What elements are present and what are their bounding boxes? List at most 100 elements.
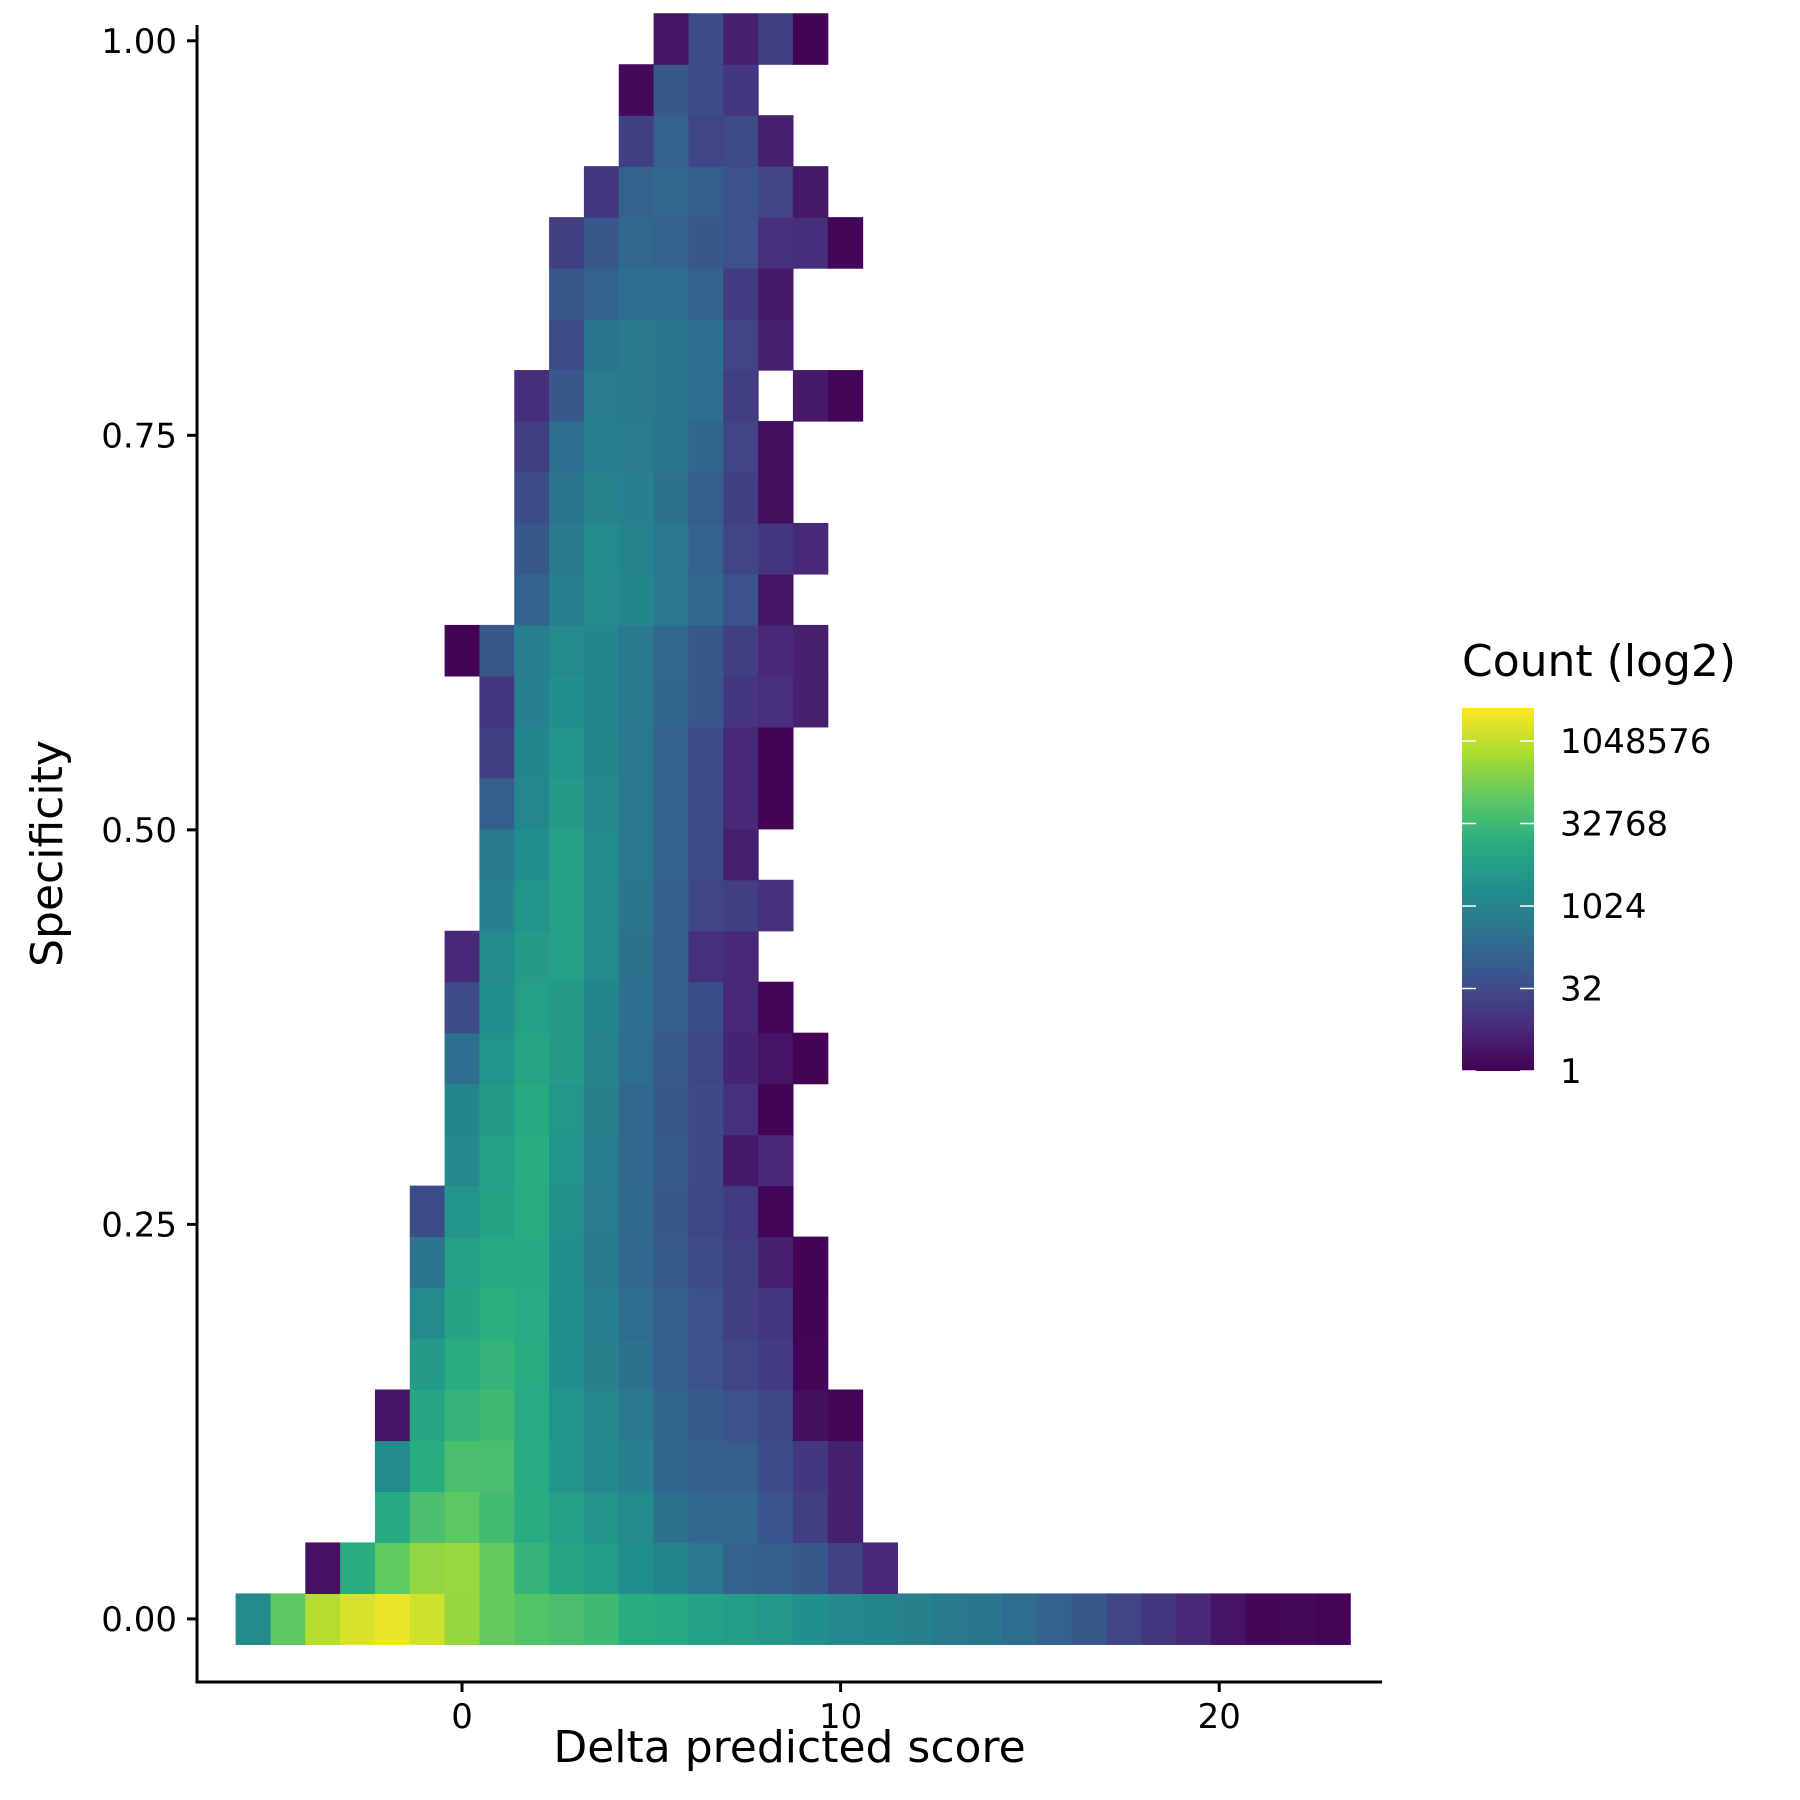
heatmap-cell — [653, 370, 690, 422]
heatmap-cell — [618, 370, 655, 422]
heatmap-cell — [514, 472, 550, 524]
heatmap-cell — [583, 777, 620, 830]
heatmap-cell — [653, 675, 690, 728]
heatmap-cell — [479, 1287, 515, 1340]
heatmap-cell — [653, 268, 690, 320]
heatmap-cell — [305, 1593, 341, 1645]
heatmap-cell — [409, 1491, 446, 1544]
heatmap-cell — [792, 166, 829, 218]
heatmap-cell — [444, 1338, 481, 1391]
heatmap-cell — [549, 930, 585, 983]
heatmap-cell — [549, 1032, 585, 1085]
heatmap-cell — [758, 777, 794, 830]
heatmap-cell — [827, 1440, 864, 1493]
heatmap-cell — [758, 1389, 794, 1442]
heatmap-cell — [549, 726, 585, 779]
heatmap-cell — [514, 1338, 550, 1391]
heatmap-cell — [758, 217, 794, 269]
heatmap-cell — [723, 1185, 759, 1238]
heatmap-cell — [688, 1083, 724, 1136]
heatmap-cell — [758, 1491, 794, 1544]
heatmap-cell — [688, 573, 724, 626]
y-axis-title: Specificity — [22, 740, 73, 967]
heatmap-cell — [723, 1542, 759, 1594]
heatmap-cell — [618, 472, 655, 524]
heatmap-cell — [1245, 1593, 1282, 1645]
heatmap-cell — [688, 1593, 724, 1645]
heatmap-cell — [549, 421, 585, 473]
heatmap-cell — [758, 1593, 794, 1645]
heatmap-cell — [653, 828, 690, 881]
heatmap-cell — [653, 1491, 690, 1544]
heatmap-cell — [583, 573, 620, 626]
heatmap-cell — [827, 1542, 864, 1594]
heatmap-cell — [1106, 1593, 1142, 1645]
heatmap-cell — [514, 675, 550, 728]
heatmap-cell — [479, 624, 515, 677]
heatmap-cell — [723, 1134, 759, 1187]
heatmap-cell — [618, 624, 655, 677]
heatmap-cell — [618, 1389, 655, 1442]
heatmap-cell — [549, 828, 585, 881]
heatmap-cell — [618, 319, 655, 371]
heatmap-cell — [549, 981, 585, 1034]
heatmap-cell — [549, 1338, 585, 1391]
heatmap-cell — [688, 1032, 724, 1085]
heatmap-cell — [479, 675, 515, 728]
heatmap-cell — [479, 777, 515, 830]
heatmap-cell — [618, 1491, 655, 1544]
heatmap-cell — [653, 1338, 690, 1391]
heatmap-cell — [549, 777, 585, 830]
heatmap-cell — [514, 370, 550, 422]
heatmap-cell — [514, 522, 550, 575]
heatmap-cell — [653, 166, 690, 218]
heatmap-cell — [653, 217, 690, 269]
heatmap-cell — [549, 319, 585, 371]
heatmap-cell — [583, 624, 620, 677]
heatmap-cell — [723, 1593, 759, 1645]
heatmap-cell — [688, 319, 724, 371]
legend-tick-label: 32 — [1560, 970, 1603, 1010]
heatmap-cell — [618, 1032, 655, 1085]
heatmap-cell — [653, 64, 690, 116]
heatmap-cell — [583, 319, 620, 371]
heatmap-cell — [653, 1389, 690, 1442]
heatmap-cell — [653, 624, 690, 677]
heatmap-cell — [723, 930, 759, 983]
heatmap-cell — [1071, 1593, 1107, 1645]
heatmap-cell — [514, 1032, 550, 1085]
heatmap-cell — [444, 1542, 481, 1594]
heatmap-cells — [235, 13, 1351, 1645]
y-tick-label: 0.00 — [101, 1600, 177, 1640]
heatmap-cell — [618, 726, 655, 779]
heatmap-cell — [514, 879, 550, 932]
heatmap-cell — [444, 1593, 481, 1645]
heatmap-cell — [549, 1134, 585, 1187]
heatmap-cell — [409, 1593, 446, 1645]
heatmap-cell — [688, 522, 724, 575]
legend-title: Count (log2) — [1462, 636, 1736, 687]
y-tick-label: 0.75 — [101, 416, 177, 456]
heatmap-cell — [1315, 1593, 1351, 1645]
legend-tick-label: 1024 — [1560, 887, 1647, 927]
heatmap-cell — [723, 268, 759, 320]
heatmap-cell — [618, 1338, 655, 1391]
heatmap-cell — [758, 472, 794, 524]
heatmap-cell — [374, 1440, 411, 1493]
heatmap-cell — [1036, 1593, 1073, 1645]
heatmap-cell — [583, 726, 620, 779]
heatmap-cell — [723, 421, 759, 473]
heatmap-cell — [688, 879, 724, 932]
heatmap-cell — [827, 1593, 864, 1645]
heatmap-cell — [758, 1440, 794, 1493]
heatmap-cell — [653, 726, 690, 779]
heatmap-cell — [618, 1185, 655, 1238]
heatmap-cell — [409, 1389, 446, 1442]
heatmap-cell — [583, 930, 620, 983]
heatmap-cell — [723, 675, 759, 728]
heatmap-cell — [444, 930, 481, 983]
heatmap-cell — [618, 268, 655, 320]
heatmap-cell — [549, 1236, 585, 1289]
heatmap-cell — [583, 1542, 620, 1594]
heatmap-cell — [932, 1593, 968, 1645]
